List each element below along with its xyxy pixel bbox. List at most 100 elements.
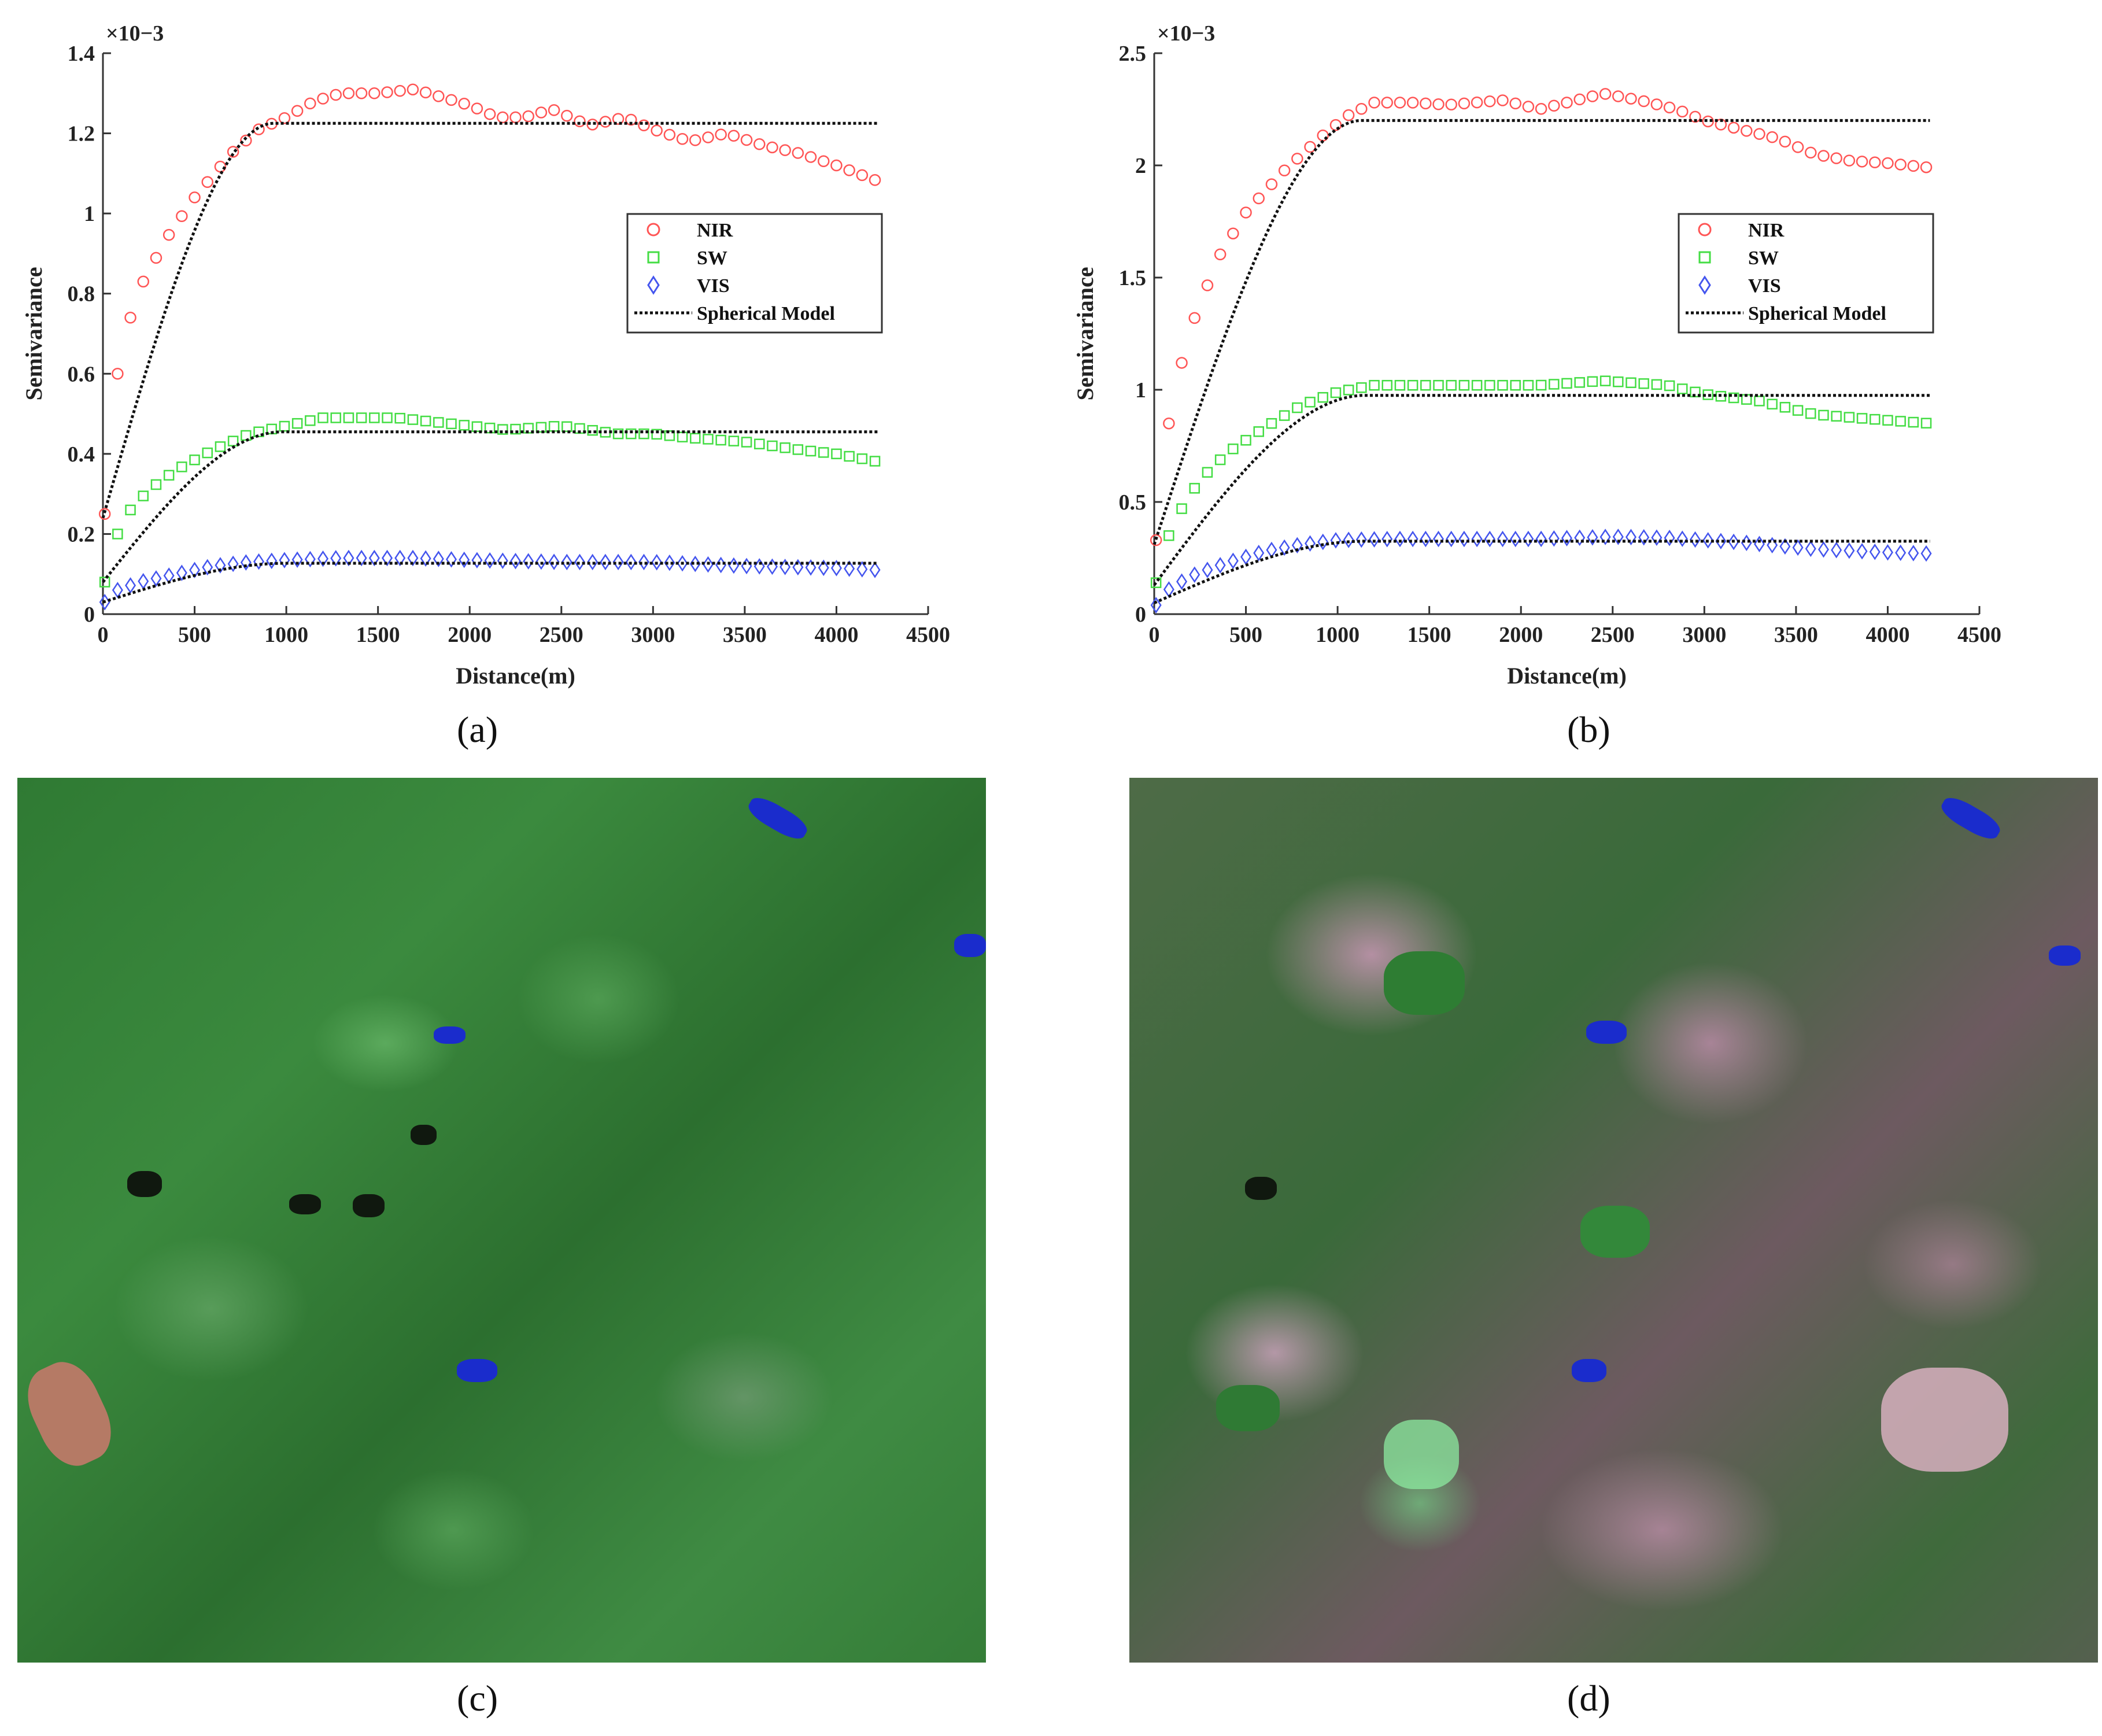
x-tick-label: 500 [178,623,211,647]
data-point-nir [342,87,355,99]
y-tick-label: 1.5 [1119,266,1147,290]
data-point-vis [291,551,303,568]
spherical-model-line [101,121,879,519]
data-point-vis [1176,573,1188,590]
data-point-vis [1471,530,1483,548]
data-point-sw [1510,379,1521,391]
data-point-vis [1548,530,1560,547]
data-point-sw [535,422,547,433]
data-point-vis [1831,541,1842,559]
water-body [2049,945,2081,966]
data-point-sw [780,442,790,453]
data-point-vis [1817,541,1829,558]
legend-box [626,213,883,334]
data-point-vis [394,549,406,567]
y-tick-label: 0.8 [68,282,95,306]
data-point-vis [548,553,560,570]
data-point-vis [587,553,599,571]
data-point-vis [1767,537,1778,554]
data-point-vis [1214,557,1226,574]
x-tick-label: 2000 [448,623,492,647]
data-point-vis [1908,545,1919,562]
data-point-sw [241,430,252,441]
data-point-nir [779,144,791,156]
caption-d: (d) [1567,1678,1610,1719]
bare-field [17,1352,123,1476]
data-point-vis [830,560,842,577]
data-point-vis [805,559,817,576]
x-tick-label: 2500 [540,623,583,647]
series-vis [99,549,881,611]
legend-marker-nir [647,223,660,237]
legend-marker-vis [647,275,660,295]
data-point-vis [1664,530,1675,546]
data-point-nir [214,160,227,173]
legend-label: NIR [1748,220,1785,241]
data-point-vis [176,564,187,581]
data-point-nir [98,508,111,520]
data-point-nir [689,134,701,146]
data-point-sw [1626,377,1636,389]
data-point-sw [150,479,162,490]
data-point-nir [1150,534,1162,546]
data-point-nir [227,146,239,158]
data-point-sw [1638,378,1649,389]
x-tick-label: 4500 [906,623,950,647]
data-point-vis [1202,562,1213,578]
data-point-nir [715,128,727,141]
data-point-vis [1574,529,1586,546]
data-point-vis [1779,538,1791,555]
data-point-sw [805,445,817,457]
data-point-sw [1202,467,1213,478]
data-point-sw [471,421,483,432]
data-point-nir [830,159,843,172]
data-point-nir [1573,93,1586,106]
data-point-sw [1677,383,1688,394]
data-point-nir [1599,88,1612,100]
y-tick-label: 0.5 [1119,490,1147,515]
data-point-nir [1702,115,1714,128]
data-point-nir [1381,97,1393,109]
data-point-vis [253,553,265,570]
data-point-vis [509,552,522,570]
caption-a: (a) [457,709,498,750]
data-point-vis [304,551,316,568]
data-point-vis [215,557,226,574]
data-point-vis [202,559,213,576]
water-body [1572,1359,1606,1382]
data-point-sw [1446,379,1457,391]
data-point-vis [856,561,868,578]
data-point-nir [458,98,470,110]
data-point-nir [304,97,316,110]
data-point-sw [1869,413,1881,425]
data-point-sw [1767,398,1778,410]
data-point-sw [1831,411,1842,422]
data-point-sw [1317,391,1328,403]
x-tick-label: 3000 [631,623,675,647]
data-point-nir [124,312,136,324]
data-point-vis [1343,531,1354,548]
data-point-sw [1920,418,1932,429]
legend-label: NIR [697,220,733,241]
data-point-sw [446,418,457,430]
dark-patch [411,1125,437,1145]
data-point-sw [1381,379,1392,391]
bright-vegetation [1384,1420,1459,1489]
data-point-vis [574,553,585,571]
x-tick-label: 4500 [1957,623,2001,647]
data-point-vis [446,551,457,568]
x-tick-label: 2000 [1499,623,1543,647]
data-point-vis [1420,530,1431,548]
data-point-vis [330,550,342,567]
data-point-nir [638,119,650,131]
data-point-sw [99,577,110,588]
data-point-nir [548,104,560,116]
x-tick-label: 4000 [1865,623,1909,647]
data-point-vis [677,555,688,572]
data-point-vis [1227,552,1239,570]
data-point-nir [1484,95,1496,108]
data-point-sw [792,444,804,455]
data-point-sw [163,470,175,481]
data-point-nir [1471,96,1483,109]
data-point-sw [1214,454,1226,466]
